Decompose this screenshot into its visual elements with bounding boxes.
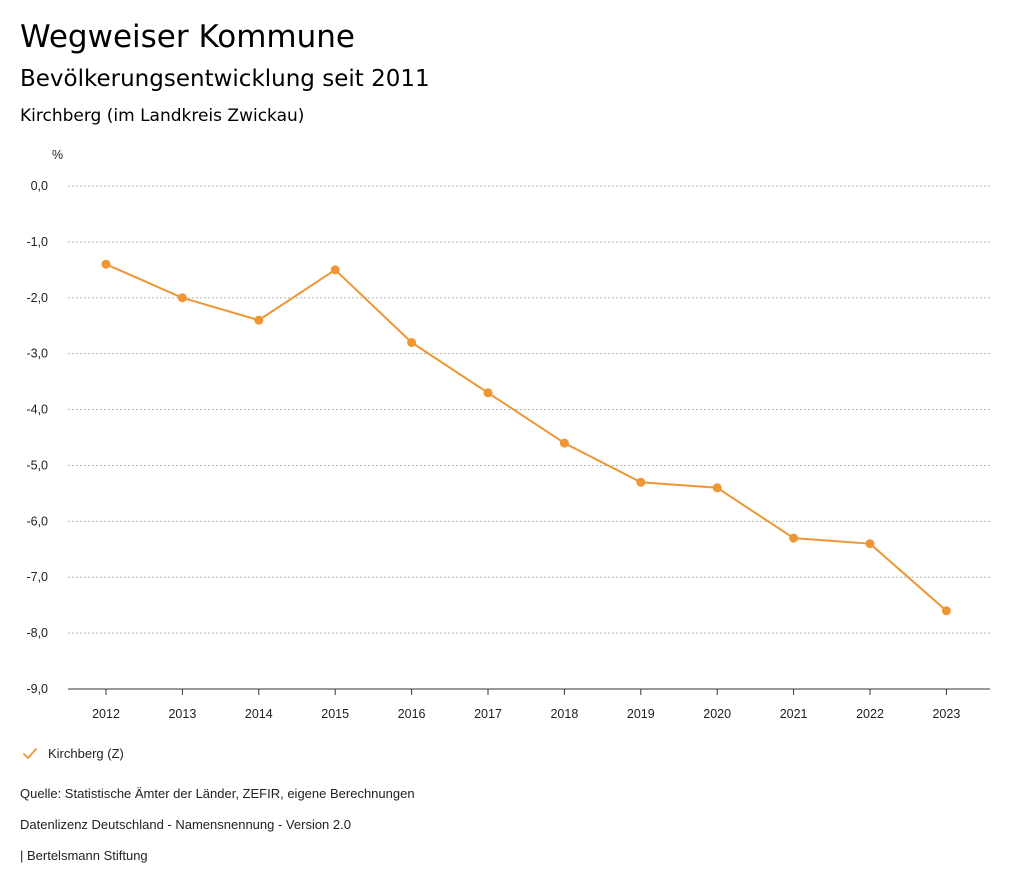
x-tick-label: 2018	[550, 707, 578, 721]
x-axis: 2012 2013 2014 2015 2016 2017 2018 2019 2020 2021…	[68, 688, 990, 721]
publisher-note: | Bertelsmann Stiftung	[20, 848, 148, 863]
check-icon	[23, 748, 37, 759]
series-kirchberg	[101, 259, 951, 616]
y-tick-label: -8,0	[26, 626, 48, 640]
x-tick-label: 2023	[932, 707, 960, 721]
y-tick-label: -5,0	[26, 458, 48, 472]
y-tick-label: -2,0	[26, 291, 48, 305]
chart-subtitle: Bevölkerungsentwicklung seit 2011	[20, 66, 430, 92]
y-tick-label: -4,0	[26, 403, 48, 417]
y-tick-label: 0,0	[31, 179, 48, 193]
x-tick-label: 2014	[245, 707, 273, 721]
x-tick-label: 2021	[780, 707, 808, 721]
data-point[interactable]	[941, 606, 951, 616]
x-tick-label: 2015	[321, 707, 349, 721]
data-point[interactable]	[407, 337, 417, 347]
data-point[interactable]	[177, 293, 187, 303]
x-tick-label: 2019	[627, 707, 655, 721]
y-axis-unit-label: %	[52, 148, 63, 162]
y-axis-ticks: 0,0 -1,0 -2,0 -3,0 -4,0 -5,0 -6,0 -7,0 -8,0 -9,0	[26, 179, 48, 696]
source-note: Quelle: Statistische Ämter der Länder, Z…	[20, 786, 415, 801]
legend[interactable]: Kirchberg (Z)	[22, 744, 124, 764]
series-line	[105, 263, 948, 612]
x-tick-label: 2013	[168, 707, 196, 721]
region-label: Kirchberg (im Landkreis Zwickau)	[20, 106, 305, 126]
y-tick-label: -3,0	[26, 347, 48, 361]
y-tick-label: -9,0	[26, 682, 48, 696]
page-title: Wegweiser Kommune	[20, 19, 355, 55]
data-point[interactable]	[636, 477, 646, 487]
y-tick-label: -7,0	[26, 570, 48, 584]
license-note: Datenlizenz Deutschland - Namensnennung …	[20, 817, 351, 832]
line-chart: % 0,0 -1,0 -2,0 -3,0 -4,0 -5,0 -6,0 -7,0 -8,0 -9,…	[26, 148, 990, 721]
data-point[interactable]	[559, 438, 569, 448]
y-tick-label: -1,0	[26, 235, 48, 249]
data-point[interactable]	[712, 483, 722, 493]
data-point[interactable]	[101, 259, 111, 269]
x-tick-label: 2022	[856, 707, 884, 721]
x-tick-label: 2016	[398, 707, 426, 721]
x-tick-label: 2020	[703, 707, 731, 721]
data-point[interactable]	[865, 539, 875, 549]
data-point[interactable]	[254, 315, 264, 325]
data-point[interactable]	[483, 388, 493, 398]
grid-lines	[68, 185, 990, 634]
y-tick-label: -6,0	[26, 514, 48, 528]
x-tick-label: 2017	[474, 707, 502, 721]
legend-label: Kirchberg (Z)	[48, 746, 124, 761]
data-point[interactable]	[330, 265, 340, 275]
data-point[interactable]	[789, 533, 799, 543]
x-tick-label: 2012	[92, 707, 120, 721]
